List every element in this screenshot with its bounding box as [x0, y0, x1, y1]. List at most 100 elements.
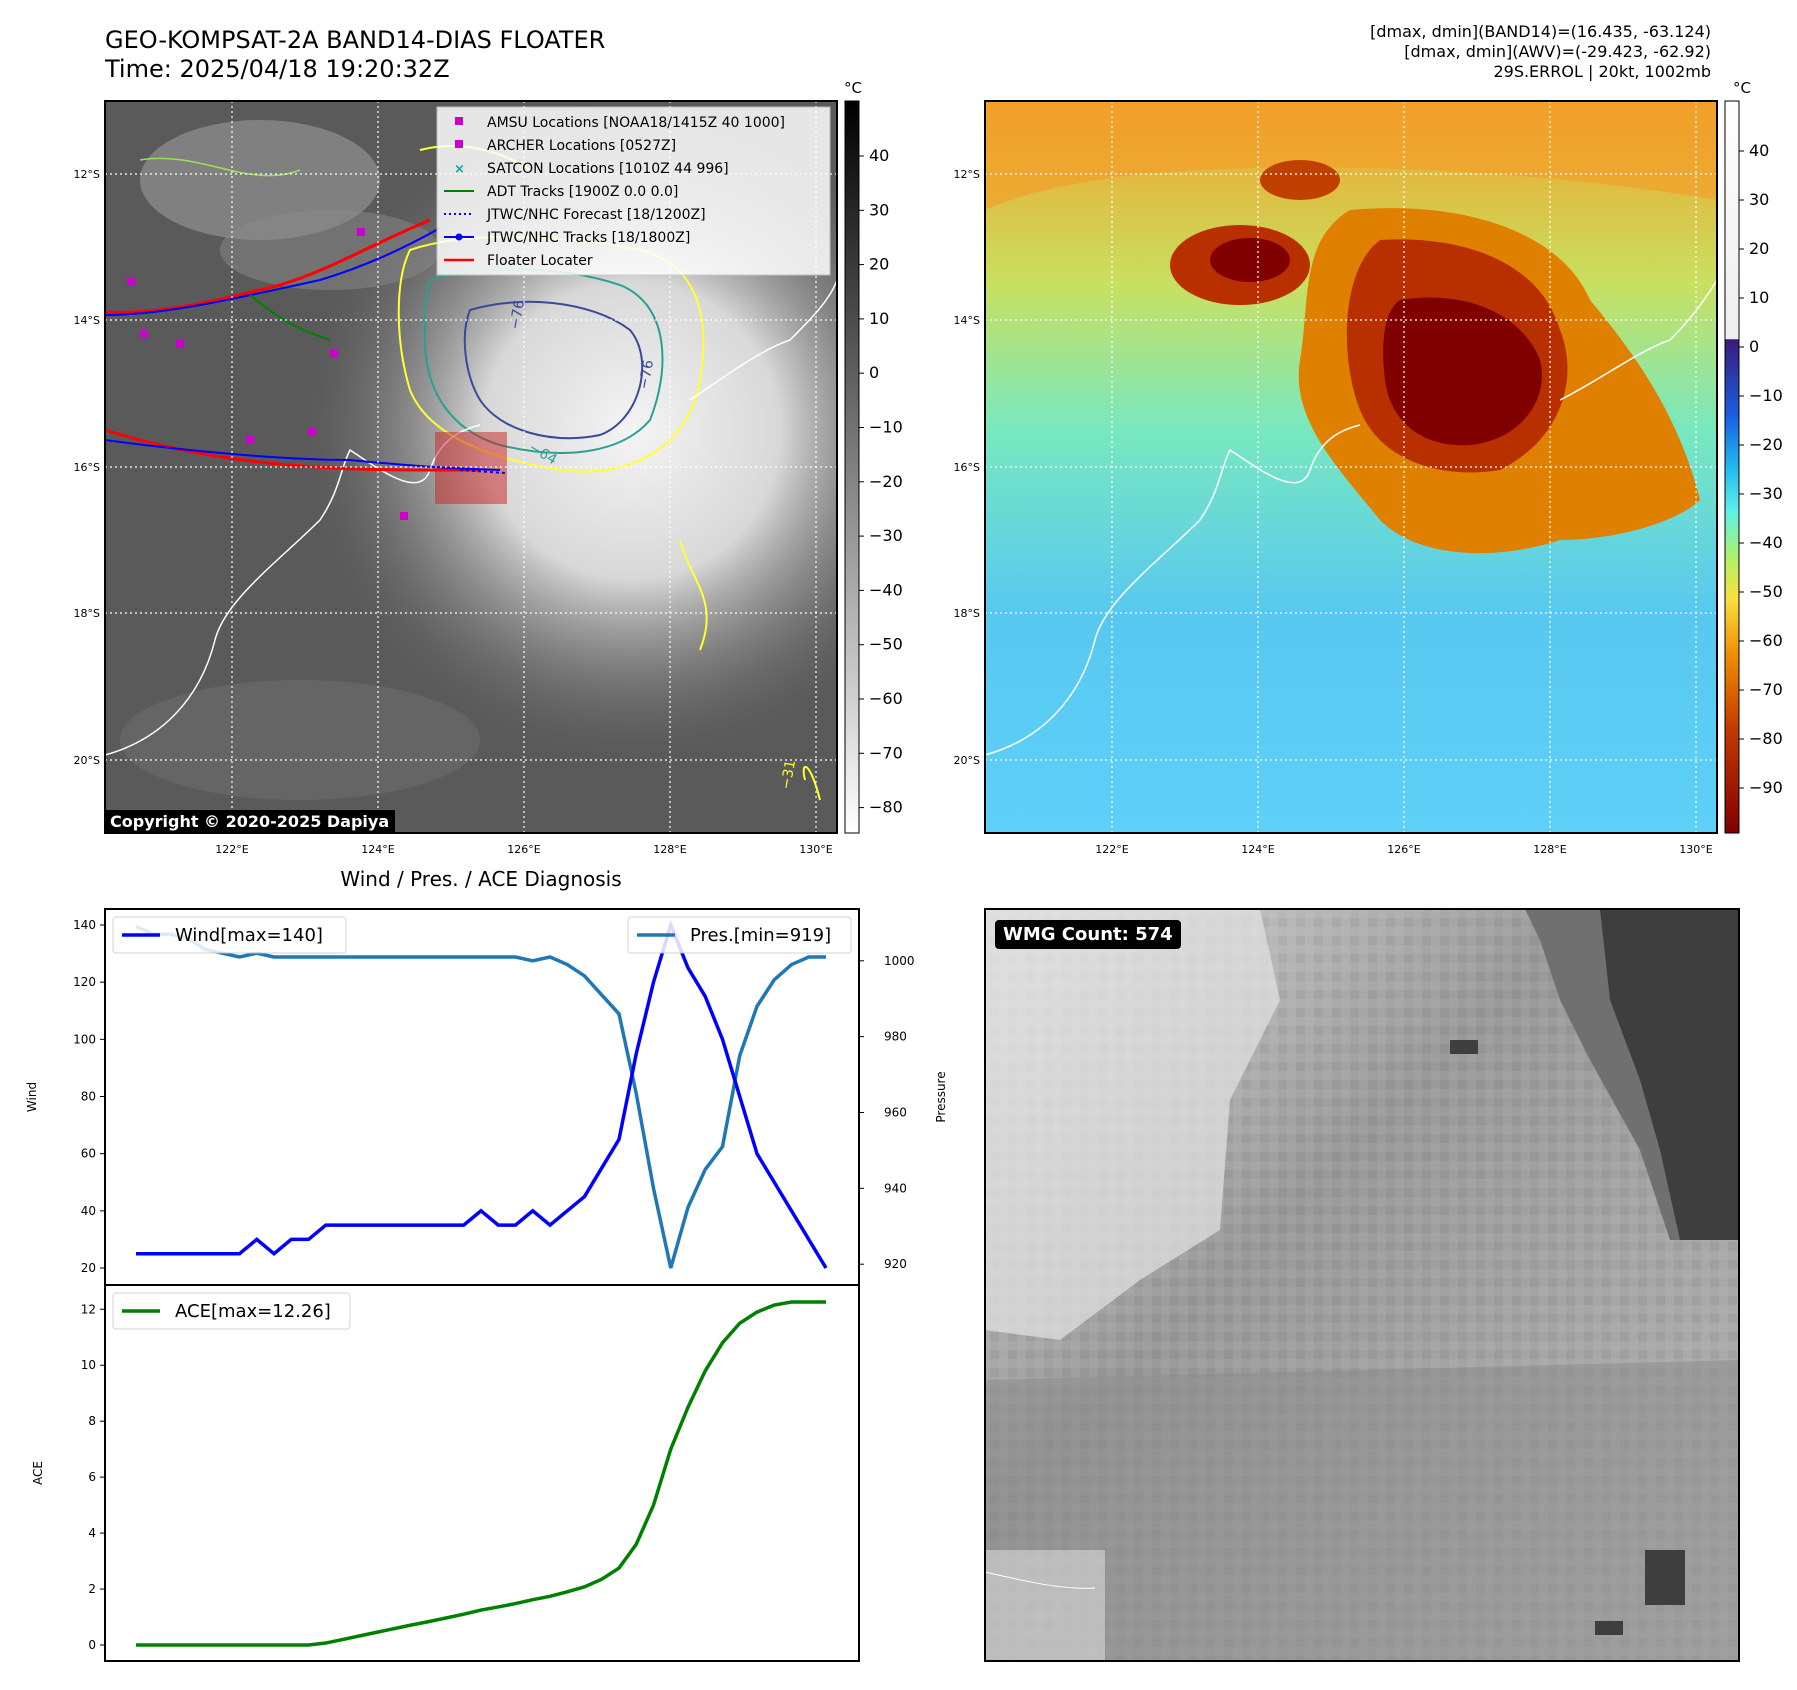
colorbar-tick-label: 30: [869, 200, 889, 219]
amsu-marker: [400, 512, 408, 520]
cloud-cluster: [1210, 238, 1290, 282]
coastline: [1559, 279, 1718, 401]
colorbar-tick-label: −20: [869, 472, 903, 491]
pressure-tick-label: 940: [884, 1181, 907, 1195]
latitude-labels: 12°S 14°S 16°S 18°S 20°S: [954, 168, 980, 767]
colorbar-tick-label: −40: [869, 580, 903, 599]
ace-legend: ACE[max=12.26]: [112, 1292, 351, 1330]
lat-label: 20°S: [954, 754, 980, 767]
colorbar-tick-label: 10: [1749, 288, 1769, 307]
wmg-panel: [984, 908, 1740, 1662]
wind-tick-label: 20: [81, 1261, 96, 1275]
floater-track: [104, 428, 480, 472]
lat-label: 18°S: [954, 607, 980, 620]
colorbar-tick-label: −40: [1749, 533, 1783, 552]
wind-legend: Wind[max=140]: [112, 916, 347, 954]
pressure-tick-label: 1000: [884, 954, 915, 968]
copyright-badge: Copyright © 2020-2025 Dapiya: [104, 810, 396, 833]
cloud-cluster: [1260, 160, 1340, 200]
contour-outer: [802, 765, 821, 801]
ace-tick-label: 10: [81, 1358, 96, 1372]
ace-tick-label: 4: [88, 1526, 96, 1540]
lon-label: 130°E: [799, 843, 832, 856]
wind-tick-label: 80: [81, 1090, 96, 1104]
colorbar-tick-label: −30: [1749, 484, 1783, 503]
lat-label: 18°S: [74, 607, 100, 620]
cloud-band: [140, 120, 380, 240]
title-line-2: Time: 2025/04/18 19:20:32Z: [105, 55, 450, 83]
lat-label: 12°S: [74, 168, 100, 181]
jtwc-track-legend-dot: [455, 233, 463, 241]
colorbar-tick-label: 30: [1749, 190, 1769, 209]
pressure-axis-label: Pressure: [934, 1071, 948, 1122]
legend-box: [112, 1292, 351, 1330]
legend-label: SATCON Locations [1010Z 44 996]: [487, 161, 729, 177]
map-gridlines: [985, 101, 1717, 833]
legend-label: JTWC/NHC Forecast [18/1200Z]: [486, 207, 706, 223]
colorbar-ticks: 40 30 20 10 0 −10 −20 −30 −40 −50 −60 −70 −80 −90: [1739, 141, 1783, 797]
legend-box: [627, 916, 852, 954]
ace-tick-label: 12: [81, 1302, 96, 1316]
colorbar-tick-label: −80: [869, 798, 903, 817]
legend-label: JTWC/NHC Tracks [18/1800Z]: [486, 230, 690, 246]
colorbar-tick-label: −60: [869, 689, 903, 708]
colorbar-tick-label: −10: [869, 418, 903, 437]
grayscale-colorbar: [844, 100, 860, 834]
wmg-bright-patch: [985, 1550, 1105, 1661]
ir-color-map-panel: °C 403020100−10−20−30−40−50−60−70−80−90 …: [954, 79, 1783, 856]
colorbar-ticks: 40 30 20 10 0 −10 −20 −30 −40 −50 −60 −70 −80: [859, 146, 903, 817]
wmg-dark-patch: [1450, 1040, 1478, 1054]
colorbar-tick-label: −70: [1749, 680, 1783, 699]
amsu-marker: [308, 428, 316, 436]
lat-label: 14°S: [74, 314, 100, 327]
contour-label: −76: [507, 299, 528, 331]
lon-label: 124°E: [1241, 843, 1274, 856]
adt-track: [249, 294, 331, 341]
longitude-labels: 122°E 124°E 126°E 128°E 130°E: [1095, 843, 1712, 856]
amsu-legend-icon: [455, 117, 463, 125]
pressure-axis-ticks: 920 940 960 980 1000: [859, 954, 915, 1271]
ir-gray-map-panel: −76 −76 −64 −31 AMSU Locations [NOAA18/1…: [74, 79, 903, 856]
map-frame: [104, 100, 838, 834]
cloud-band: [120, 680, 480, 800]
lon-label: 126°E: [507, 843, 540, 856]
colorbar-unit: °C: [844, 79, 862, 97]
amsu-marker: [357, 228, 365, 236]
storm-cloud-core: [1383, 297, 1542, 446]
ace-tick-label: 2: [88, 1582, 96, 1596]
wind-tick-label: 120: [73, 975, 96, 989]
satcon-legend-icon: ×: [454, 162, 465, 177]
pressure-tick-label: 920: [884, 1257, 907, 1271]
cloud-band: [220, 210, 440, 290]
colorbar-tick-label: 0: [869, 363, 879, 382]
wind-tick-label: 140: [73, 918, 96, 932]
ace-series-line: [136, 1300, 826, 1647]
warm-cloud-region: [985, 101, 1717, 210]
longitude-labels: 122°E 124°E 126°E 128°E 130°E: [215, 843, 832, 856]
title-line-1: GEO-KOMPSAT-2A BAND14-DIAS FLOATER: [105, 26, 606, 54]
colorbar-tick-label: −80: [1749, 729, 1783, 748]
legend-label: Pres.[min=919]: [690, 925, 831, 946]
amsu-marker: [140, 330, 148, 338]
coastline: [689, 279, 838, 401]
lon-label: 126°E: [1387, 843, 1420, 856]
wind-axis-ticks: 20 40 60 80 100 120 140: [73, 918, 105, 1275]
colorbar-tick-label: −50: [1749, 582, 1783, 601]
wind-axis-label: Wind: [25, 1082, 39, 1112]
lat-label: 16°S: [74, 461, 100, 474]
legend-label: ARCHER Locations [0527Z]: [487, 138, 676, 154]
legend-box: [436, 106, 831, 276]
colorbar-tick-label: −50: [869, 635, 903, 654]
amsu-marker: [246, 436, 254, 444]
lat-label: 16°S: [954, 461, 980, 474]
amsu-marker: [127, 277, 135, 285]
jtwc-forecast: [459, 469, 506, 474]
jtwc-track: [104, 439, 501, 471]
wmg-very-dark-region: [1600, 909, 1739, 1240]
coastline: [984, 424, 1361, 756]
colorbar-tick-label: 40: [1749, 141, 1769, 160]
wmg-count-badge: WMG Count: 574: [995, 920, 1181, 949]
map-legend: AMSU Locations [NOAA18/1415Z 40 1000] AR…: [436, 106, 831, 276]
wmg-dark-region: [985, 1360, 1740, 1661]
